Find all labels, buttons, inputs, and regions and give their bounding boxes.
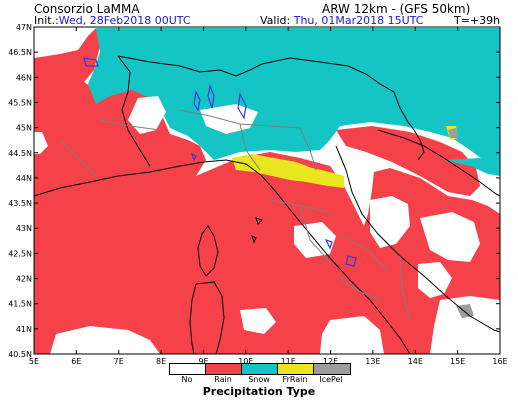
- rain-area: [336, 126, 480, 196]
- valid-line: Valid: Thu, 01Mar2018 15UTC: [260, 14, 423, 27]
- snow-area: [444, 158, 500, 176]
- lake: [345, 255, 357, 267]
- lat-label: 45N: [16, 124, 32, 133]
- valid-label: Valid:: [260, 14, 291, 27]
- coastline: [33, 159, 411, 355]
- legend-label-frrain: FrRain: [282, 375, 308, 384]
- no-precip-gap: [50, 326, 160, 354]
- border-line: [299, 127, 317, 171]
- no-precip-gap: [320, 316, 384, 354]
- lat-label: 42.5N: [8, 249, 32, 258]
- no-precip-gap: [240, 308, 276, 334]
- lat-label: 46.5N: [8, 48, 32, 57]
- lead-time: T=+39h: [454, 14, 501, 27]
- coastline: [377, 129, 501, 197]
- lon-label: 8E: [156, 357, 166, 366]
- border-line: [261, 57, 395, 93]
- lat-label: 42N: [16, 275, 32, 284]
- lon-label: 12E: [323, 357, 338, 366]
- lon-label: 6E: [71, 357, 81, 366]
- init-value: Wed, 28Feb2018 00UTC: [58, 14, 191, 27]
- lat-label: 43N: [16, 224, 32, 233]
- lat-label: 40.5N: [8, 350, 32, 359]
- lon-label: 11E: [281, 357, 296, 366]
- border-line: [335, 275, 381, 301]
- axis-labels: 47N 46.5N 46N 45.5N 45N 44.5N 44N 43.5N 43N 42.5N…: [8, 23, 507, 366]
- model-title: ARW 12km - (GFS 50km): [322, 2, 471, 16]
- boundaries: [33, 55, 501, 355]
- lat-label: 41N: [16, 325, 32, 334]
- lon-label: 15E: [450, 357, 465, 366]
- lon-label: 16E: [492, 357, 507, 366]
- map-frame: [33, 26, 501, 355]
- legend-swatch-no: [170, 364, 206, 374]
- border-line: [117, 55, 263, 77]
- border-line: [239, 123, 261, 171]
- lat-label: 44N: [16, 174, 32, 183]
- no-precip-gap: [418, 262, 452, 298]
- legend-swatch-icepel: [314, 364, 350, 374]
- lat-label: 47N: [16, 23, 32, 32]
- legend-label-no: No: [181, 375, 193, 384]
- precip-fields: [34, 27, 500, 354]
- no-precip-gap: [34, 132, 48, 154]
- lat-label: 41.5N: [8, 300, 32, 309]
- org-title: Consorzio LaMMA: [34, 2, 140, 16]
- init-line: Init.:Wed, 28Feb2018 00UTC: [34, 14, 191, 27]
- valid-value: Thu, 01Mar2018 15UTC: [293, 14, 424, 27]
- no-precip-gap: [128, 96, 166, 134]
- lake: [190, 152, 197, 162]
- border-line: [99, 119, 161, 131]
- border-line: [299, 205, 331, 263]
- border-line: [399, 255, 411, 321]
- lon-label: 14E: [408, 357, 423, 366]
- legend-swatch-frrain: [278, 364, 314, 374]
- lake: [237, 92, 247, 120]
- lake: [83, 57, 99, 67]
- init-label: Init.:: [34, 14, 59, 27]
- coastline: [189, 281, 225, 355]
- legend-title: Precipitation Type: [202, 385, 316, 398]
- border-line: [343, 235, 387, 271]
- coastline: [413, 129, 425, 161]
- legend-label-icepel: IcePel: [319, 375, 343, 384]
- border-line: [117, 55, 151, 167]
- lat-label: 46N: [16, 73, 32, 82]
- legend-bar: [169, 363, 351, 375]
- legend-swatch-snow: [242, 364, 278, 374]
- axis-ticks: [33, 26, 501, 355]
- icepel-area: [448, 128, 458, 138]
- lon-label: 13E: [365, 357, 380, 366]
- lon-label: 9E: [198, 357, 208, 366]
- lake: [207, 83, 215, 109]
- border-line: [393, 91, 415, 131]
- no-precip-gap: [200, 104, 258, 134]
- no-precip-gap: [420, 212, 480, 262]
- legend-label-rain: Rain: [214, 375, 232, 384]
- legend-label-snow: Snow: [248, 375, 270, 384]
- coastline: [255, 217, 263, 225]
- no-precip-gap: [430, 296, 500, 354]
- snow-area: [88, 28, 500, 164]
- lake: [324, 238, 333, 250]
- coastline: [251, 235, 257, 244]
- lon-label: 10E: [238, 357, 253, 366]
- coastline: [197, 225, 219, 277]
- lon-label: 5E: [29, 357, 39, 366]
- lat-label: 45.5N: [8, 98, 32, 107]
- border-line: [59, 139, 97, 177]
- legend-swatch-rain: [206, 364, 242, 374]
- lon-label: 7E: [114, 357, 124, 366]
- lat-label: 43.5N: [8, 199, 32, 208]
- frrain-area: [232, 154, 344, 188]
- lat-label: 44.5N: [8, 149, 32, 158]
- lake: [193, 90, 201, 112]
- no-precip-gap: [370, 196, 410, 248]
- rain-area: [34, 84, 82, 132]
